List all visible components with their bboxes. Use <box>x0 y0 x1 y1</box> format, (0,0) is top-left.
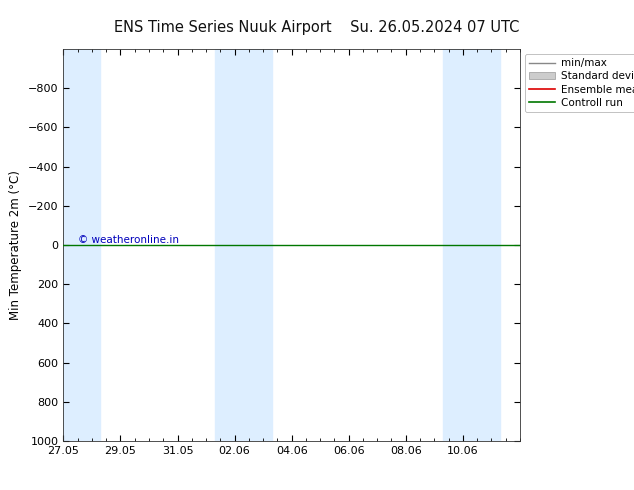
Bar <box>443 49 500 441</box>
Bar <box>214 49 271 441</box>
Bar <box>63 49 100 441</box>
Text: ENS Time Series Nuuk Airport    Su. 26.05.2024 07 UTC: ENS Time Series Nuuk Airport Su. 26.05.2… <box>114 20 520 35</box>
Legend: min/max, Standard deviation, Ensemble mean run, Controll run: min/max, Standard deviation, Ensemble me… <box>525 54 634 112</box>
Text: © weatheronline.in: © weatheronline.in <box>78 235 179 245</box>
Y-axis label: Min Temperature 2m (°C): Min Temperature 2m (°C) <box>10 170 22 320</box>
